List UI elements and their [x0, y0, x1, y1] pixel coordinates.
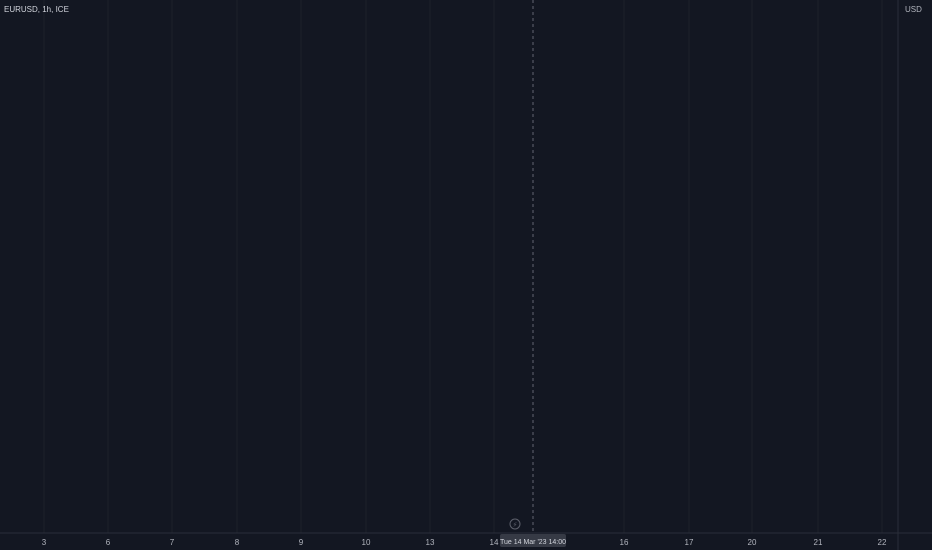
replay-icon[interactable]: ⚡ — [509, 518, 521, 530]
cursor-time-label: Tue 14 Mar '23 14:00 — [500, 539, 566, 546]
x-tick-label: 14 — [490, 538, 499, 547]
grid — [0, 0, 898, 533]
x-tick-label: 9 — [299, 538, 304, 547]
x-tick-label: 17 — [685, 538, 694, 547]
x-tick-label: 21 — [814, 538, 823, 547]
x-tick-label: 7 — [170, 538, 175, 547]
x-tick-label: 13 — [426, 538, 435, 547]
x-tick-label: 8 — [235, 538, 240, 547]
overlay: 1.05236 — [532, 0, 534, 533]
replay-icon-ring — [509, 518, 521, 530]
currency-label: USD — [905, 5, 922, 14]
x-tick-label: 16 — [620, 538, 629, 547]
symbol-header: EURUSD, 1h, ICE — [4, 5, 69, 14]
cursor-time-bg — [500, 534, 566, 547]
x-tick-label: 20 — [748, 538, 757, 547]
x-tick-label: 3 — [42, 538, 47, 547]
x-tick-label: 22 — [878, 538, 887, 547]
cursor-time-badge: Tue 14 Mar '23 14:00 — [500, 534, 566, 547]
x-tick-label: 6 — [106, 538, 111, 547]
x-tick-label: 10 — [362, 538, 371, 547]
lightning-icon: ⚡ — [513, 521, 518, 529]
